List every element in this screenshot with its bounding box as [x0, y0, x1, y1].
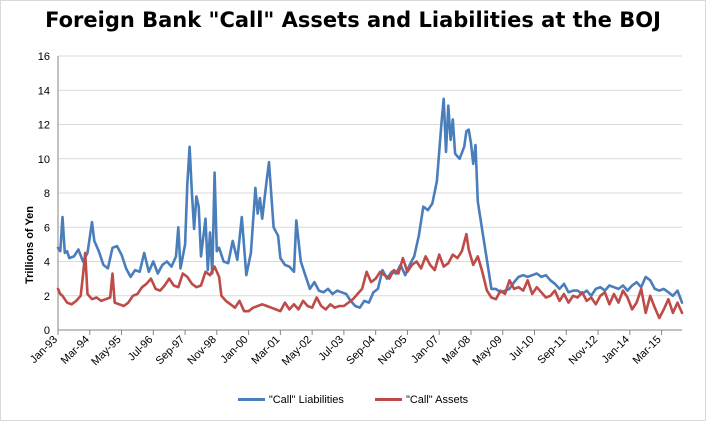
x-tick-label: Jan-07: [409, 334, 441, 366]
y-tick-label: 16: [38, 51, 50, 63]
y-tick-label: 2: [44, 291, 50, 303]
series-line-assets: [56, 232, 684, 320]
legend-swatch-assets: [374, 398, 402, 401]
x-tick-label: Jan-00: [218, 334, 250, 366]
x-tick-label: Mar-15: [631, 334, 664, 367]
x-tick-label: May-09: [470, 334, 504, 368]
y-tick-label: 10: [38, 154, 50, 166]
x-tick-label: Sep-97: [154, 334, 188, 368]
x-tick-label: May-95: [89, 334, 123, 368]
legend-item-assets: "Call" Assets: [374, 393, 469, 406]
x-tick-label: Jul-96: [126, 334, 156, 364]
legend: "Call" Liabilities "Call" Assets: [0, 392, 706, 406]
y-tick-label: 12: [38, 120, 50, 132]
x-tick-label: Jan-14: [600, 334, 632, 366]
x-tick-label: Mar-01: [249, 334, 282, 367]
y-tick-label: 4: [44, 257, 50, 269]
x-tick-label: Sep-04: [344, 334, 378, 368]
x-tick-label: Nov-05: [376, 334, 410, 368]
x-tick-label: Jul-03: [316, 334, 346, 364]
chart-title: Foreign Bank "Call" Assets and Liabiliti…: [45, 8, 661, 32]
y-tick-label: 8: [44, 188, 50, 200]
legend-swatch-liabilities: [237, 398, 265, 401]
x-tick-label: Nov-12: [567, 334, 601, 368]
x-tick-label: Jul-10: [507, 334, 537, 364]
x-tick-label: Sep-11: [535, 334, 568, 367]
legend-label-liabilities: "Call" Liabilities: [268, 393, 344, 406]
x-tick-label: Mar-94: [59, 334, 92, 367]
y-tick-label: 0: [44, 325, 50, 337]
x-tick-label: Jan-93: [28, 334, 60, 366]
x-tick-label: Mar-08: [440, 334, 473, 367]
x-tick-label: Nov-98: [185, 334, 219, 368]
legend-label-assets: "Call" Assets: [405, 393, 469, 406]
y-tick-label: 6: [44, 222, 50, 234]
series-line-liabilities: [56, 97, 684, 309]
y-tick-label: 14: [38, 85, 50, 97]
x-tick-label: May-02: [280, 334, 314, 368]
legend-item-liabilities: "Call" Liabilities: [237, 393, 344, 406]
